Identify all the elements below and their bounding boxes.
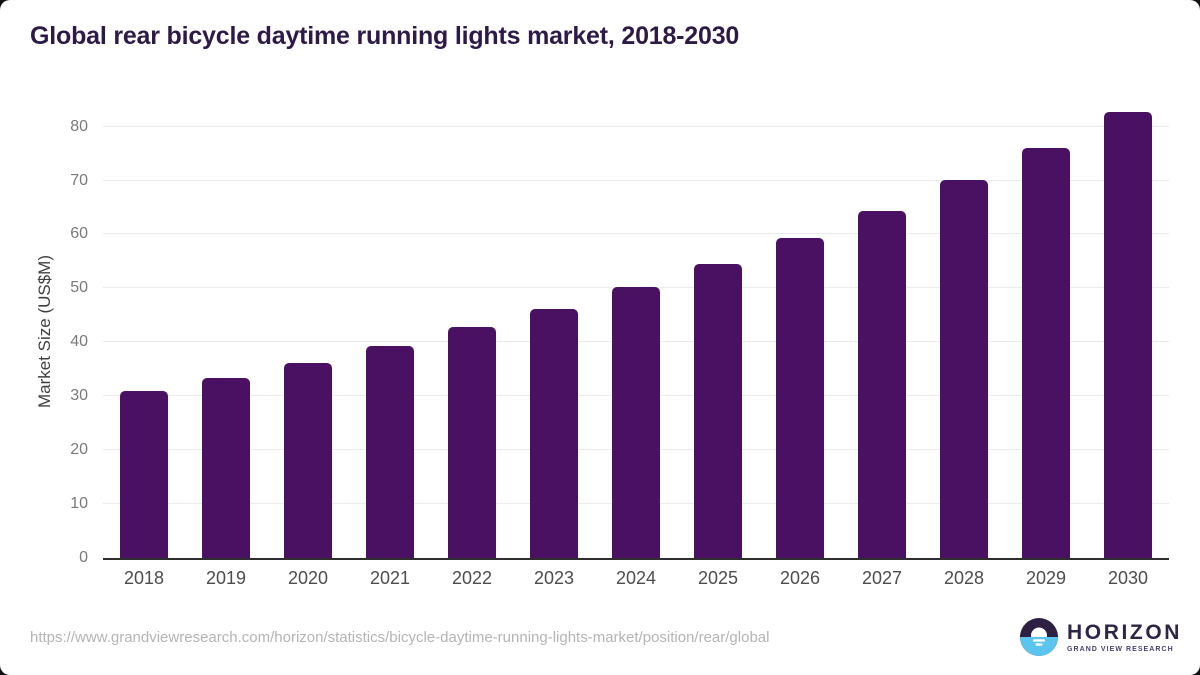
logo-subtitle: GRAND VIEW RESEARCH xyxy=(1067,645,1174,653)
x-tick-label: 2030 xyxy=(1107,568,1149,588)
logo-wordmark: HORIZON xyxy=(1067,620,1183,644)
bar-2028[interactable] xyxy=(940,179,988,558)
bar-slot xyxy=(759,105,841,558)
source-url: https://www.grandviewresearch.com/horizo… xyxy=(30,629,770,646)
x-tick-label: 2028 xyxy=(943,568,985,588)
y-tick-label: 60 xyxy=(70,225,88,243)
plot-area: 0 10 20 30 40 50 60 70 80 xyxy=(70,105,1169,566)
y-tick-label: 0 xyxy=(79,549,88,566)
horizon-logo: HORIZON GRAND VIEW RESEARCH xyxy=(1020,618,1182,656)
bar-2020[interactable] xyxy=(284,363,332,558)
gridline xyxy=(103,125,1169,127)
y-axis-title: Market Size (US$M) xyxy=(35,254,54,409)
bar-2030[interactable] xyxy=(1104,112,1152,558)
bar-2027[interactable] xyxy=(858,211,906,558)
x-tick-label: 2022 xyxy=(451,568,493,588)
x-axis-labels: 2018 2019 2020 2021 2022 2023 2024 2025 2026 2027… xyxy=(103,568,1169,589)
bar-slot xyxy=(841,105,923,558)
chart-title: Global rear bicycle daytime running ligh… xyxy=(30,22,740,50)
bar-slot xyxy=(513,105,595,558)
x-tick-label: 2018 xyxy=(123,568,165,588)
bar-slot xyxy=(103,105,185,558)
bar-slot xyxy=(595,105,677,558)
y-tick-label: 80 xyxy=(70,117,88,135)
bar-2026[interactable] xyxy=(776,237,824,558)
bar-slot xyxy=(349,105,431,558)
y-tick-label: 20 xyxy=(70,441,88,459)
x-tick-label: 2029 xyxy=(1025,568,1067,588)
horizon-logo-icon xyxy=(1020,618,1058,656)
y-tick-label: 70 xyxy=(70,171,88,189)
bar-slot xyxy=(1005,105,1087,558)
x-tick-label: 2024 xyxy=(615,568,657,588)
bar-2023[interactable] xyxy=(530,308,578,558)
y-tick-label: 30 xyxy=(70,387,88,405)
x-tick-label: 2023 xyxy=(533,568,575,588)
bars-row xyxy=(103,105,1169,558)
bar-2021[interactable] xyxy=(366,345,414,558)
x-tick-label: 2025 xyxy=(697,568,739,588)
bar-2019[interactable] xyxy=(202,377,250,558)
logo-text: HORIZON GRAND VIEW RESEARCH xyxy=(1067,622,1182,653)
bar-slot xyxy=(431,105,513,558)
bar-2025[interactable] xyxy=(694,264,742,558)
bar-2022[interactable] xyxy=(448,327,496,558)
x-tick-label: 2021 xyxy=(369,568,411,588)
y-tick-label: 10 xyxy=(70,495,88,513)
y-tick-label: 50 xyxy=(70,279,88,297)
bar-slot xyxy=(1087,105,1169,558)
x-tick-label: 2019 xyxy=(205,568,247,588)
bar-slot xyxy=(677,105,759,558)
y-tick-label: 40 xyxy=(70,333,88,351)
x-tick-label: 2026 xyxy=(779,568,821,588)
bar-slot xyxy=(267,105,349,558)
bar-2018[interactable] xyxy=(120,391,168,558)
x-tick-label: 2027 xyxy=(861,568,903,588)
bar-2029[interactable] xyxy=(1022,147,1070,558)
bar-2024[interactable] xyxy=(612,287,660,558)
x-tick-label: 2020 xyxy=(287,568,329,588)
bar-slot xyxy=(185,105,267,558)
gridline xyxy=(103,233,1169,235)
bar-slot xyxy=(923,105,1005,558)
gridline xyxy=(103,179,1169,181)
